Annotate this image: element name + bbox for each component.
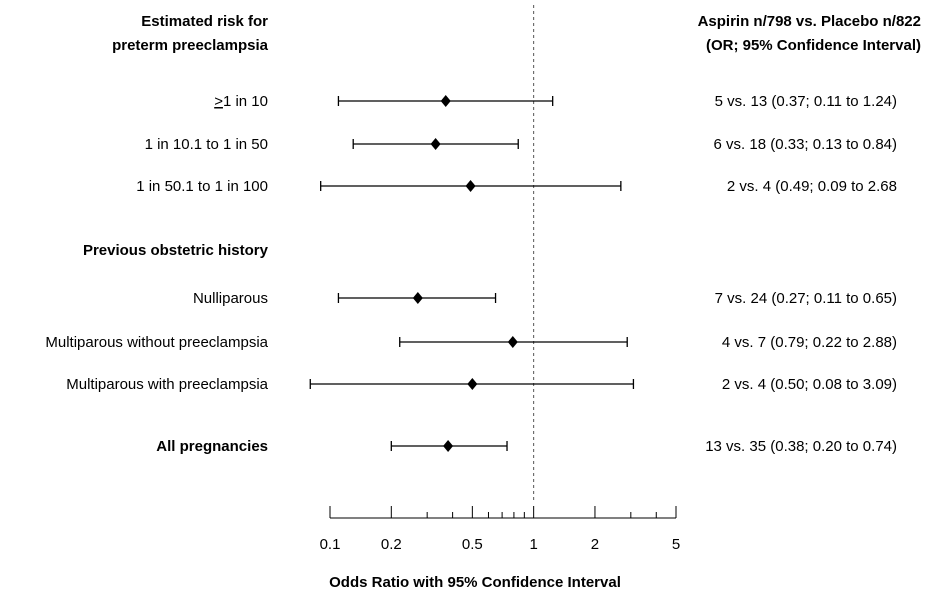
row-label: Multiparous without preeclampsia xyxy=(45,334,268,351)
row-label: Nulliparous xyxy=(193,290,268,307)
forest-row: >1 in 10 5 vs. 13 (0.37; 0.11 to 1.24) xyxy=(214,93,897,110)
ci-text: 6 vs. 18 (0.33; 0.13 to 0.84) xyxy=(714,136,897,153)
point-estimate-diamond xyxy=(440,95,451,107)
ci-text: 13 vs. 35 (0.38; 0.20 to 0.74) xyxy=(705,438,897,455)
point-estimate-diamond xyxy=(430,138,441,150)
point-estimate-diamond xyxy=(465,180,476,192)
tick-label: 2 xyxy=(591,536,599,553)
tick-label: 1 xyxy=(529,536,537,553)
forest-row: 1 in 10.1 to 1 in 50 6 vs. 18 (0.33; 0.13… xyxy=(145,136,897,153)
row-label: All pregnancies xyxy=(156,438,268,455)
ci-text: 7 vs. 24 (0.27; 0.11 to 0.65) xyxy=(715,290,897,307)
tick-label: 0.5 xyxy=(462,536,483,553)
row-label: 1 in 50.1 to 1 in 100 xyxy=(136,178,268,195)
tick-label: 0.1 xyxy=(320,536,341,553)
forest-row: Nulliparous 7 vs. 24 (0.27; 0.11 to 0.65) xyxy=(193,290,897,307)
right-header-line-1: Aspirin n/798 vs. Placebo n/822 xyxy=(698,13,921,30)
x-axis-label: Odds Ratio with 95% Confidence Interval xyxy=(329,574,621,591)
point-estimate-diamond xyxy=(412,292,423,304)
ci-text: 2 vs. 4 (0.50; 0.08 to 3.09) xyxy=(722,376,897,393)
ci-text: 2 vs. 4 (0.49; 0.09 to 2.68 xyxy=(727,178,897,195)
left-header-line-2: preterm preeclampsia xyxy=(112,37,269,54)
row-label: Multiparous with preeclampsia xyxy=(66,376,268,393)
forest-row: Previous obstetric history xyxy=(83,242,269,259)
row-label: Previous obstetric history xyxy=(83,242,269,259)
point-estimate-diamond xyxy=(507,336,518,348)
row-label: >1 in 10 xyxy=(214,93,268,110)
tick-label: 5 xyxy=(672,536,680,553)
forest-row: 1 in 50.1 to 1 in 100 2 vs. 4 (0.49; 0.09… xyxy=(136,178,897,195)
x-axis: 0.1 0.2 0.5 1 2 5 xyxy=(320,506,680,553)
ci-text: 5 vs. 13 (0.37; 0.11 to 1.24) xyxy=(715,93,897,110)
forest-row: All pregnancies 13 vs. 35 (0.38; 0.20 to … xyxy=(156,438,897,455)
left-header-line-1: Estimated risk for xyxy=(141,13,268,30)
point-estimate-diamond xyxy=(467,378,478,390)
row-label-rest: 1 in 10 xyxy=(223,93,268,110)
forest-rows: >1 in 10 5 vs. 13 (0.37; 0.11 to 1.24) 1 i… xyxy=(45,93,897,455)
forest-row: Multiparous with preeclampsia 2 vs. 4 (0.… xyxy=(66,376,897,393)
row-label: 1 in 10.1 to 1 in 50 xyxy=(145,136,268,153)
point-estimate-diamond xyxy=(443,440,454,452)
ci-text: 4 vs. 7 (0.79; 0.22 to 2.88) xyxy=(722,334,897,351)
gte-sign: > xyxy=(214,93,223,110)
column-headers: Estimated risk for preterm preeclampsia … xyxy=(112,13,921,54)
right-header-line-2: (OR; 95% Confidence Interval) xyxy=(706,37,921,54)
tick-label: 0.2 xyxy=(381,536,402,553)
forest-row: Multiparous without preeclampsia 4 vs. 7 … xyxy=(45,334,897,351)
